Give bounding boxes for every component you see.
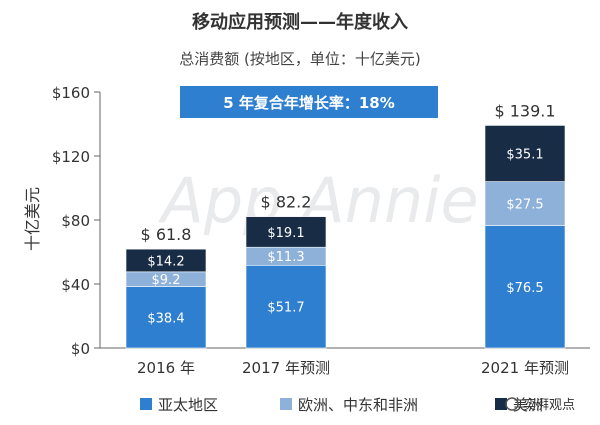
chart-title: 移动应用预测——年度收入 [192, 11, 408, 33]
cagr-badge-text: 5 年复合年增长率：18% [223, 94, 395, 112]
bar-value-label: $51.7 [267, 301, 304, 316]
bar-segment [125, 248, 207, 273]
y-tick-label: $160 [52, 84, 90, 102]
bar-segment [245, 264, 327, 349]
y-axis-ticks: $0 $40 $80 $120 $160 [52, 84, 100, 358]
source-label: 奕湃观点 [523, 397, 575, 413]
x-axis-categories: 2016 年 2017 年预测 2021 年预测 [137, 359, 569, 377]
y-axis-label: 十亿美元 [23, 187, 42, 251]
bar-segment [125, 286, 207, 349]
bar-total-label: $ 139.1 [494, 101, 555, 120]
legend-swatch [140, 398, 152, 410]
legend-swatch [495, 398, 507, 410]
x-category-label: 2016 年 [137, 359, 195, 377]
legend: 亚太地区 欧洲、中东和非洲 美洲 [140, 396, 543, 414]
x-category-label: 2021 年预测 [481, 359, 569, 377]
source-mark: 奕湃观点 [505, 397, 575, 413]
bar-segment [484, 181, 566, 226]
legend-swatch [280, 398, 292, 410]
y-tick-label: $120 [52, 148, 90, 166]
bar-value-label: $14.2 [147, 254, 184, 269]
bar-value-label: $19.1 [267, 226, 304, 241]
bar-value-label: $35.1 [506, 148, 543, 163]
legend-label: 亚太地区 [158, 396, 218, 414]
legend-label: 欧洲、中东和非洲 [298, 396, 418, 414]
bar-value-label: $11.3 [267, 250, 304, 265]
bar-segment [484, 125, 566, 182]
bar-segment [484, 225, 566, 349]
source-logo-icon [505, 397, 519, 411]
chart-subtitle: 总消费额 (按地区，单位：十亿美元) [179, 50, 420, 68]
bar-total-label: $ 82.2 [261, 193, 312, 212]
y-tick-label: $40 [61, 276, 90, 294]
y-tick-label: $80 [61, 212, 90, 230]
bar-total-label: $ 61.8 [141, 225, 192, 244]
x-category-label: 2017 年预测 [242, 359, 330, 377]
legend-label: 美洲 [513, 396, 543, 414]
bar-value-label: $9.2 [152, 273, 181, 288]
bars: $38.4 $9.2 $14.2 $ 61.8 $51.7 $11.3 $19.1 $ 82.… [125, 101, 566, 349]
cagr-badge [180, 86, 438, 118]
y-tick-label: $0 [71, 340, 90, 358]
bar-value-label: $38.4 [147, 311, 184, 326]
bar-segment [245, 216, 327, 248]
bar-value-label: $76.5 [506, 281, 543, 296]
bar-value-label: $27.5 [506, 198, 543, 213]
